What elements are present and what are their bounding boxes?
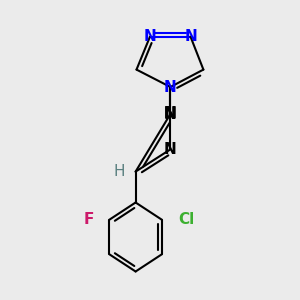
- Text: N: N: [164, 106, 177, 122]
- Text: N: N: [184, 29, 197, 44]
- Text: N: N: [164, 80, 177, 94]
- Text: H: H: [113, 164, 125, 179]
- Text: Cl: Cl: [178, 212, 195, 227]
- Text: F: F: [84, 212, 94, 227]
- Text: N: N: [164, 107, 177, 122]
- Text: N: N: [144, 29, 156, 44]
- Text: N: N: [164, 106, 177, 122]
- Text: N: N: [164, 142, 177, 157]
